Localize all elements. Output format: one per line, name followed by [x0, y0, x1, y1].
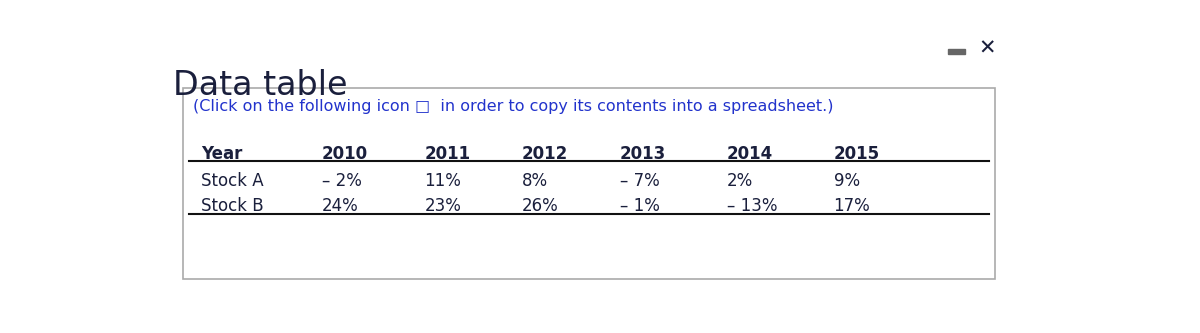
- Text: 2010: 2010: [322, 145, 368, 163]
- Text: 23%: 23%: [425, 196, 461, 214]
- Text: 17%: 17%: [834, 196, 870, 214]
- Text: Data table: Data table: [173, 69, 348, 102]
- Text: ✕: ✕: [978, 38, 996, 58]
- Text: 2015: 2015: [834, 145, 880, 163]
- Text: – 13%: – 13%: [727, 196, 778, 214]
- Text: 2012: 2012: [522, 145, 569, 163]
- Text: Stock A: Stock A: [202, 172, 264, 190]
- Text: 2%: 2%: [727, 172, 752, 190]
- Text: 9%: 9%: [834, 172, 859, 190]
- Text: (Click on the following icon □  in order to copy its contents into a spreadsheet: (Click on the following icon □ in order …: [193, 99, 834, 114]
- Bar: [948, 49, 965, 54]
- Text: 24%: 24%: [322, 196, 359, 214]
- Text: – 1%: – 1%: [619, 196, 660, 214]
- Text: 2013: 2013: [619, 145, 666, 163]
- Text: 11%: 11%: [425, 172, 461, 190]
- Text: 26%: 26%: [522, 196, 559, 214]
- Text: – 7%: – 7%: [619, 172, 660, 190]
- Text: 2011: 2011: [425, 145, 470, 163]
- Text: Stock B: Stock B: [202, 196, 264, 214]
- Text: Year: Year: [202, 145, 242, 163]
- Text: 8%: 8%: [522, 172, 548, 190]
- Text: 2014: 2014: [727, 145, 773, 163]
- Text: – 2%: – 2%: [322, 172, 362, 190]
- Bar: [182, 89, 995, 279]
